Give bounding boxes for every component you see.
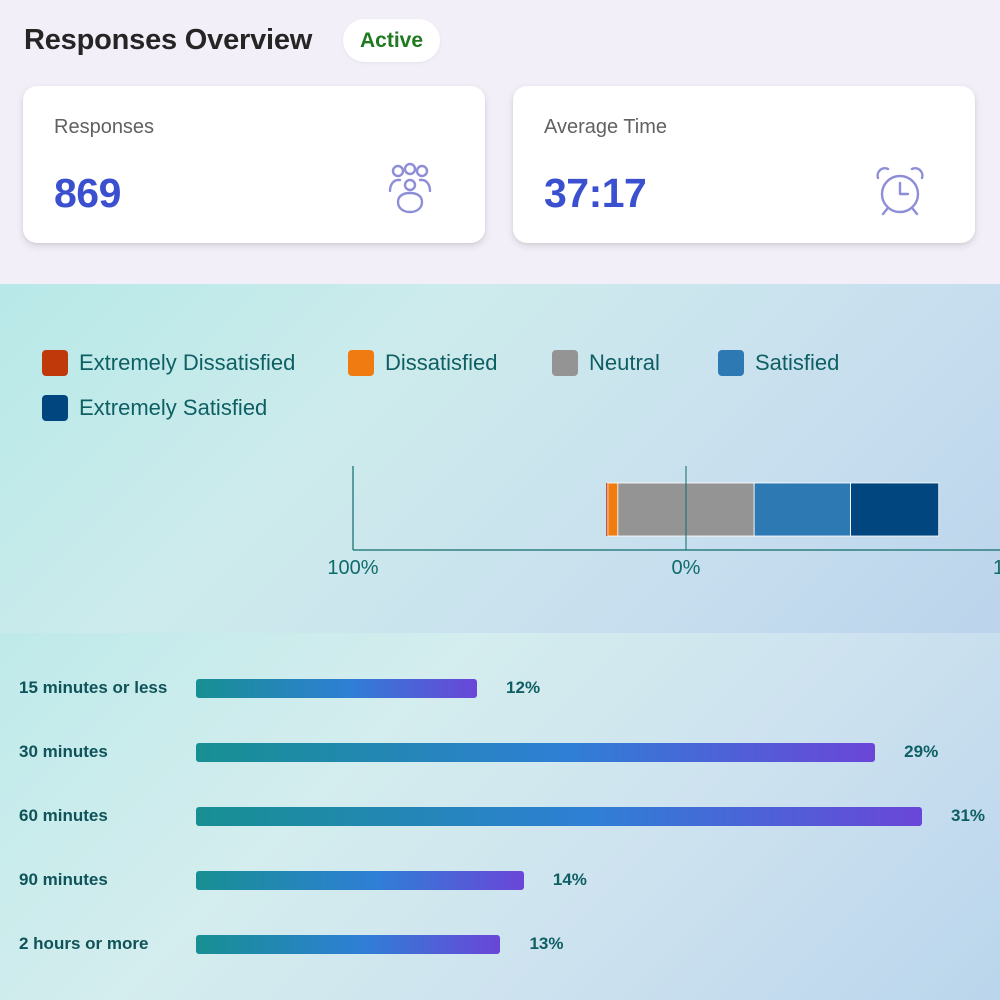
satisfaction-chart: Extremely Dissatisfied Dissatisfied Neut… — [0, 284, 1000, 633]
legend-swatch — [42, 350, 68, 376]
bar-segment-extremely-satisfied — [850, 482, 940, 537]
legend-item-neutral[interactable]: Neutral — [552, 350, 660, 376]
duration-value: 31% — [951, 806, 986, 825]
x-tick-label: 0% — [672, 557, 701, 579]
x-tick-label: 100% — [327, 557, 378, 579]
likert-plot: 100% 0% 1 — [327, 466, 1000, 579]
legend-label: Dissatisfied — [385, 350, 498, 375]
duration-value: 13% — [529, 934, 564, 953]
bar-segment-satisfied — [753, 482, 851, 537]
duration-label: 30 minutes — [19, 742, 108, 761]
responses-label: Responses — [54, 116, 155, 138]
duration-bar[interactable] — [196, 807, 922, 826]
duration-bar[interactable] — [196, 935, 501, 954]
x-tick-label: 1 — [993, 557, 1000, 579]
duration-label: 60 minutes — [19, 806, 108, 825]
duration-value: 12% — [506, 678, 541, 697]
legend-item-dissatisfied[interactable]: Dissatisfied — [348, 350, 497, 376]
duration-label: 15 minutes or less — [19, 678, 168, 697]
legend-swatch — [552, 350, 578, 376]
duration-row: 60 minutes 31% — [0, 805, 1000, 829]
legend-item-extremely-satisfied[interactable]: Extremely Satisfied — [42, 395, 267, 421]
duration-value: 29% — [904, 742, 939, 761]
legend-label: Extremely Dissatisfied — [79, 350, 296, 375]
duration-label: 2 hours or more — [19, 934, 149, 953]
average-time-card[interactable]: Average Time 37:17 — [513, 86, 975, 243]
status-badge: Active — [343, 19, 441, 62]
responses-card[interactable]: Responses 869 — [23, 86, 485, 243]
duration-label: 90 minutes — [19, 870, 108, 889]
duration-row: 15 minutes or less 12% — [0, 677, 1000, 701]
legend-swatch — [348, 350, 374, 376]
duration-bar[interactable] — [196, 743, 876, 762]
page-title: Responses Overview — [24, 24, 313, 56]
legend-label: Satisfied — [755, 350, 840, 375]
duration-bar[interactable] — [196, 679, 478, 698]
legend-swatch — [42, 395, 68, 421]
average-time-value: 37:17 — [544, 170, 647, 216]
bar-segment-extremely-dissatisfied — [606, 483, 608, 536]
legend-label: Extremely Satisfied — [79, 395, 268, 420]
bar-segment-dissatisfied — [607, 482, 619, 537]
people-group-icon — [381, 162, 439, 220]
legend-label: Neutral — [589, 350, 660, 375]
legend-item-satisfied[interactable]: Satisfied — [718, 350, 839, 376]
duration-row: 30 minutes 29% — [0, 741, 1000, 765]
average-time-label: Average Time — [544, 116, 668, 138]
legend-swatch — [718, 350, 744, 376]
legend-item-extremely-dissatisfied[interactable]: Extremely Dissatisfied — [42, 350, 295, 376]
responses-value: 869 — [54, 170, 121, 216]
duration-bar[interactable] — [196, 871, 524, 890]
duration-row: 2 hours or more 13% — [0, 933, 1000, 957]
duration-row: 90 minutes 14% — [0, 869, 1000, 893]
duration-value: 14% — [552, 870, 587, 889]
alarm-clock-icon — [871, 162, 929, 220]
overview-header: Responses Overview Active Responses 869 … — [0, 0, 1000, 284]
duration-chart: 15 minutes or less 12% 30 minutes 29% 60 min… — [0, 633, 1000, 1000]
